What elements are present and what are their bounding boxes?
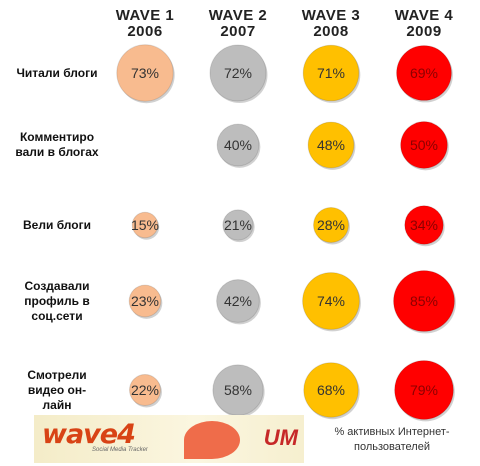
- bubble-circle: [129, 374, 161, 406]
- column-year-label: 2008: [313, 23, 349, 40]
- bubble-value-label: 34%: [410, 217, 438, 233]
- bubble-value-label: 85%: [410, 293, 438, 309]
- row-label-3: Вели блоги: [2, 218, 112, 233]
- bubble-r4-c3: 74%: [302, 272, 361, 332]
- bubble-value-label: 28%: [317, 217, 345, 233]
- bubble-r5-c3: 68%: [303, 362, 360, 420]
- bubble-circle: [303, 362, 359, 418]
- bubble-circle: [396, 45, 452, 101]
- bubble-circle: [222, 209, 254, 241]
- column-wave-label: WAVE 2: [208, 7, 268, 24]
- bubble-circle: [307, 121, 355, 169]
- bubble-r3-c1: 15%: [131, 211, 160, 240]
- bubble-value-label: 23%: [131, 293, 159, 309]
- column-header-2: WAVE 2 2007: [188, 8, 288, 40]
- bubble-value-label: 74%: [317, 293, 345, 309]
- bubble-r3-c4: 34%: [404, 205, 445, 247]
- row-label-line: профиль в: [24, 293, 90, 308]
- bubble-r2-c2: 40%: [216, 123, 261, 168]
- wave4-logo: wave4: [42, 419, 136, 450]
- bubble-circle: [394, 360, 454, 420]
- row-label-line: соц.сети: [31, 308, 83, 323]
- footnote: % активных Интернет- пользователей: [312, 425, 472, 455]
- bubble-r4-c4: 85%: [393, 270, 456, 334]
- bubble-value-label: 42%: [224, 293, 252, 309]
- row-label-5: Смотрели видео он-лайн: [2, 368, 112, 413]
- column-header-4: WAVE 4 2009: [374, 8, 474, 40]
- speech-bubble-icon: [184, 421, 240, 459]
- row-label-line: Комментиро: [19, 130, 95, 144]
- row-label-line: Смотрели: [27, 367, 87, 382]
- column-wave-label: WAVE 1: [115, 7, 175, 24]
- bubble-r4-c2: 42%: [216, 279, 261, 325]
- um-logo: UM: [263, 425, 298, 450]
- row-label-4: Создавали профиль в соц.сети: [2, 279, 112, 324]
- bubble-value-label: 50%: [410, 137, 438, 153]
- bubble-r1-c1: 73%: [116, 44, 175, 104]
- bubble-value-label: 72%: [224, 65, 252, 81]
- bubble-r4-c1: 23%: [128, 284, 163, 319]
- wave4-banner: wave4 Social Media Tracker UM: [34, 415, 304, 463]
- row-label-line: лайн: [42, 397, 72, 412]
- column-year-label: 2006: [127, 23, 163, 40]
- column-year-label: 2007: [220, 23, 256, 40]
- column-header-3: WAVE 3 2008: [281, 8, 381, 40]
- bubble-circle: [404, 205, 444, 245]
- bubble-value-label: 79%: [410, 382, 438, 398]
- bubble-value-label: 15%: [131, 217, 159, 233]
- bubble-r3-c2: 21%: [222, 209, 255, 243]
- bubble-circle: [400, 121, 448, 169]
- bubble-value-label: 73%: [131, 65, 159, 81]
- bubble-circle: [216, 123, 260, 167]
- bubble-circle: [209, 44, 267, 102]
- bubble-value-label: 71%: [317, 65, 345, 81]
- bubble-circle: [302, 44, 360, 102]
- bubble-value-label: 69%: [410, 65, 438, 81]
- row-label-1: Читали блоги: [2, 66, 112, 81]
- bubble-r5-c4: 79%: [394, 360, 455, 422]
- row-label-line: Создавали: [24, 278, 90, 293]
- row-label-line: вали в блогах: [15, 145, 99, 159]
- bubble-circle: [116, 44, 174, 102]
- footnote-line-1: % активных Интернет-: [334, 426, 450, 438]
- column-wave-label: WAVE 4: [394, 7, 454, 24]
- bubble-r3-c3: 28%: [313, 207, 350, 245]
- row-label-line: Читали блоги: [16, 65, 98, 80]
- wave4-tagline: Social Media Tracker: [92, 447, 148, 453]
- bubble-value-label: 22%: [131, 382, 159, 398]
- column-header-1: WAVE 1 2006: [95, 8, 195, 40]
- bubble-circle: [302, 272, 360, 330]
- bubble-value-label: 68%: [317, 382, 345, 398]
- footnote-line-2: пользователей: [354, 441, 430, 453]
- row-label-2: Комментиро вали в блогах: [2, 130, 112, 160]
- bubble-value-label: 21%: [224, 217, 252, 233]
- bubble-r1-c4: 69%: [396, 45, 453, 103]
- bubble-r5-c1: 22%: [129, 374, 162, 408]
- bubble-circle: [131, 211, 159, 239]
- bubble-value-label: 48%: [317, 137, 345, 153]
- row-label-line: Вели блоги: [23, 217, 91, 232]
- bubble-circle: [393, 270, 455, 332]
- bubble-r2-c4: 50%: [400, 121, 449, 171]
- row-label-line: видео он-: [27, 382, 87, 397]
- bubble-value-label: 40%: [224, 137, 252, 153]
- column-year-label: 2009: [406, 23, 442, 40]
- column-wave-label: WAVE 3: [301, 7, 361, 24]
- bubble-value-label: 58%: [224, 382, 252, 398]
- bubble-circle: [128, 284, 162, 318]
- bubble-r1-c2: 72%: [209, 44, 268, 104]
- bubble-r1-c3: 71%: [302, 44, 361, 103]
- bubble-circle: [216, 279, 260, 323]
- bubble-r2-c3: 48%: [307, 121, 356, 170]
- bubble-r5-c2: 58%: [212, 364, 265, 418]
- bubble-circle: [313, 207, 349, 243]
